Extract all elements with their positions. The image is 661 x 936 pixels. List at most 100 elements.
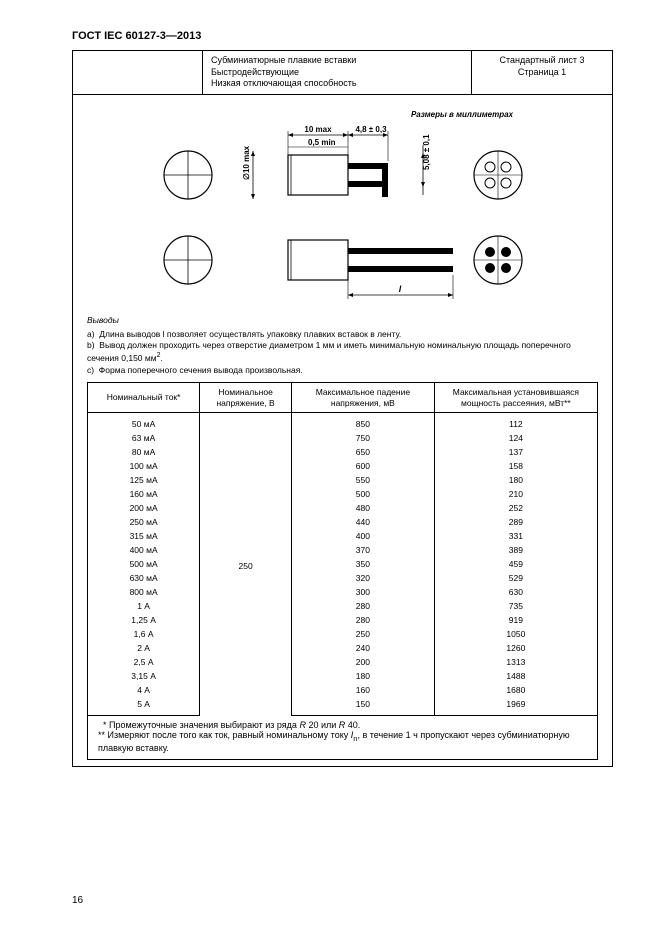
cell-power: 1313 [434, 655, 597, 669]
header-mid-line3: Низкая отключающая способность [211, 78, 463, 90]
cell-power: 735 [434, 599, 597, 613]
cell-current: 630 мА [88, 571, 200, 585]
table-row: 2,5 А2001313 [88, 655, 598, 669]
cell-drop: 320 [291, 571, 434, 585]
cell-current: 80 мА [88, 445, 200, 459]
cell-power: 1050 [434, 627, 597, 641]
cell-power: 112 [434, 413, 597, 432]
cell-voltage: 250 [200, 413, 292, 716]
dim-dia: ∅10 max [242, 145, 251, 180]
table-row: 200 мА480252 [88, 501, 598, 515]
table-row: 5 А1501969 [88, 697, 598, 716]
cell-power: 289 [434, 515, 597, 529]
cell-current: 3,15 А [88, 669, 200, 683]
cell-drop: 650 [291, 445, 434, 459]
cell-current: 500 мА [88, 557, 200, 571]
header-mid-line1: Субминиатюрные плавкие вставки [211, 55, 463, 67]
dim-05min: 0,5 min [308, 138, 336, 147]
cell-drop: 300 [291, 585, 434, 599]
dim-508: 5,08 ± 0,1 [422, 134, 431, 170]
side-body-top [288, 155, 348, 195]
table-row: 50 мА250850112 [88, 413, 598, 432]
cell-power: 1680 [434, 683, 597, 697]
cell-drop: 240 [291, 641, 434, 655]
cell-drop: 180 [291, 669, 434, 683]
table-row: 250 мА440289 [88, 515, 598, 529]
cell-drop: 400 [291, 529, 434, 543]
lead-bottom-1 [348, 248, 453, 254]
header-mid-line2: Быстродействующие [211, 67, 463, 79]
conclusions-block: Выводы a) Длина выводов l позволяет осущ… [73, 313, 612, 382]
footnotes-box: * Промежуточные значения выбирают из ряд… [87, 716, 598, 760]
doc-title: ГОСТ IEC 60127-3—2013 [72, 30, 613, 42]
diagram-area: Размеры в миллиметрах [73, 95, 612, 313]
table-row: 1,25 А280919 [88, 613, 598, 627]
cell-drop: 440 [291, 515, 434, 529]
table-row: 2 А2401260 [88, 641, 598, 655]
cell-power: 630 [434, 585, 597, 599]
cell-power: 459 [434, 557, 597, 571]
cell-power: 389 [434, 543, 597, 557]
header-right-line2: Страница 1 [480, 67, 604, 79]
dim-l: l [398, 284, 401, 294]
table-row: 80 мА650137 [88, 445, 598, 459]
table-row: 630 мА 320529 [88, 571, 598, 585]
cell-current: 50 мА [88, 413, 200, 432]
table-row: 1 А280735 [88, 599, 598, 613]
th-drop: Максимальное падение напряжения, мВ [291, 383, 434, 413]
table-row: 1,6 А 2501050 [88, 627, 598, 641]
cell-drop: 250 [291, 627, 434, 641]
content-frame: Субминиатюрные плавкие вставки Быстродей… [72, 50, 613, 767]
cell-current: 1 А [88, 599, 200, 613]
cell-current: 200 мА [88, 501, 200, 515]
ratings-table: Номинальный ток* Номинальное напряжение,… [87, 382, 598, 716]
cell-power: 529 [434, 571, 597, 585]
header-left-empty [73, 51, 203, 94]
cell-drop: 350 [291, 557, 434, 571]
cell-power: 919 [434, 613, 597, 627]
cell-drop: 200 [291, 655, 434, 669]
cell-current: 100 мА [88, 459, 200, 473]
cell-drop: 150 [291, 697, 434, 716]
th-power: Максимальная установившаяся мощность рас… [434, 383, 597, 413]
th-voltage: Номинальное напряжение, В [200, 383, 292, 413]
footnote-2: ** Измеряют после того как ток, равный н… [98, 730, 587, 753]
cell-drop: 850 [291, 413, 434, 432]
diagram-caption: Размеры в миллиметрах [410, 110, 513, 119]
cell-power: 124 [434, 431, 597, 445]
cell-current: 315 мА [88, 529, 200, 543]
side-body-bottom [288, 240, 348, 280]
header-right: Стандартный лист 3 Страница 1 [472, 51, 612, 94]
conclusion-a: a) Длина выводов l позволяет осуществлят… [87, 329, 598, 340]
table-row: 400 мА370389 [88, 543, 598, 557]
table-row: 63 мА 750124 [88, 431, 598, 445]
conclusion-c: c) Форма поперечного сечения вывода прои… [87, 365, 598, 376]
cell-drop: 600 [291, 459, 434, 473]
header-row: Субминиатюрные плавкие вставки Быстродей… [73, 51, 612, 95]
table-row: 100 мА600158 [88, 459, 598, 473]
cell-power: 331 [434, 529, 597, 543]
table-row: 125 мА550180 [88, 473, 598, 487]
cell-drop: 750 [291, 431, 434, 445]
cell-current: 63 мА [88, 431, 200, 445]
cell-power: 210 [434, 487, 597, 501]
table-row: 315 мА 400331 [88, 529, 598, 543]
footnote-1: * Промежуточные значения выбирают из ряд… [98, 720, 587, 730]
th-current: Номинальный ток* [88, 383, 200, 413]
table-row: 800 мА 300630 [88, 585, 598, 599]
cell-drop: 500 [291, 487, 434, 501]
cell-drop: 550 [291, 473, 434, 487]
lead-bottom-2 [348, 266, 453, 272]
header-mid: Субминиатюрные плавкие вставки Быстродей… [203, 51, 472, 94]
conclusion-b: b) Вывод должен проходить через отверсти… [87, 340, 598, 365]
cell-drop: 160 [291, 683, 434, 697]
cell-current: 800 мА [88, 585, 200, 599]
cell-drop: 280 [291, 613, 434, 627]
cell-current: 1,6 А [88, 627, 200, 641]
data-table-wrap: Номинальный ток* Номинальное напряжение,… [73, 382, 612, 766]
page-number: 16 [72, 895, 83, 906]
cell-power: 1260 [434, 641, 597, 655]
cell-current: 400 мА [88, 543, 200, 557]
table-row: 4 А1601680 [88, 683, 598, 697]
cell-power: 252 [434, 501, 597, 515]
